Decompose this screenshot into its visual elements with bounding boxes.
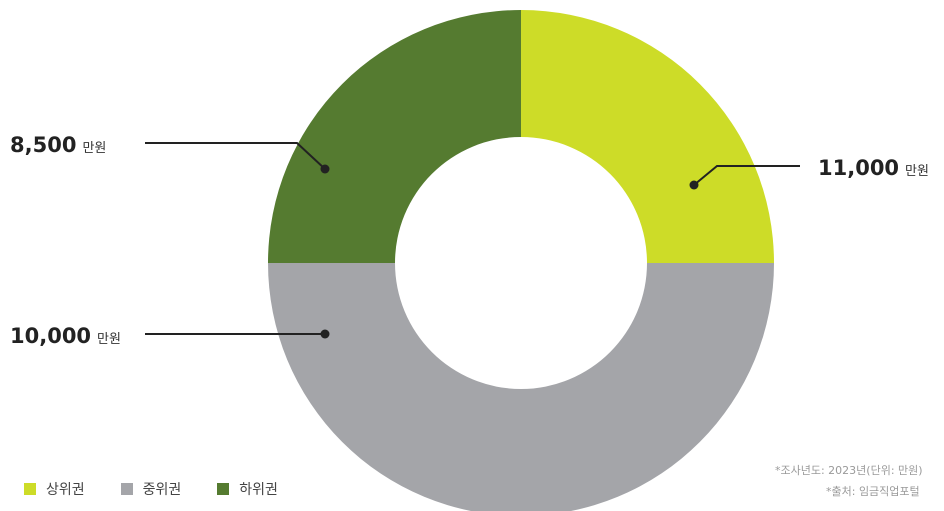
source-note: *출처: 임금직업포털 — [826, 485, 920, 498]
leader-line-low-tier — [145, 142, 326, 170]
value-label-mid-tier: 10,000 만원 — [10, 324, 121, 348]
survey-year-note: *조사년도: 2023년(단위: 만원) — [775, 464, 923, 477]
leader-line-top-tier — [693, 165, 800, 186]
legend-swatch-mid-tier — [120, 483, 133, 495]
slice-mid-tier — [268, 263, 774, 511]
value-label-low-tier: 8,500 만원 — [10, 133, 106, 157]
legend-swatch-top-tier — [24, 483, 36, 495]
legend-label-top-tier: 상위권 — [46, 482, 85, 498]
slice-low-tier — [268, 10, 521, 263]
legend-item-mid-tier: 중위권 — [120, 479, 182, 499]
leader-dot-mid-tier — [320, 329, 330, 339]
legend-label-low-tier: 하위권 — [239, 482, 278, 498]
legend-item-low-tier: 하위권 — [217, 479, 278, 499]
legend-label-mid-tier: 중위권 — [142, 482, 182, 498]
leader-dot-low-tier — [320, 164, 330, 174]
value-label-top-tier: 11,000 만원 — [818, 156, 929, 180]
legend: 상위권 중위권 하위권 — [24, 479, 278, 499]
leader-dot-top-tier — [689, 180, 699, 190]
legend-item-top-tier: 상위권 — [24, 479, 85, 499]
slice-top-tier — [521, 10, 774, 263]
legend-swatch-low-tier — [217, 483, 230, 495]
